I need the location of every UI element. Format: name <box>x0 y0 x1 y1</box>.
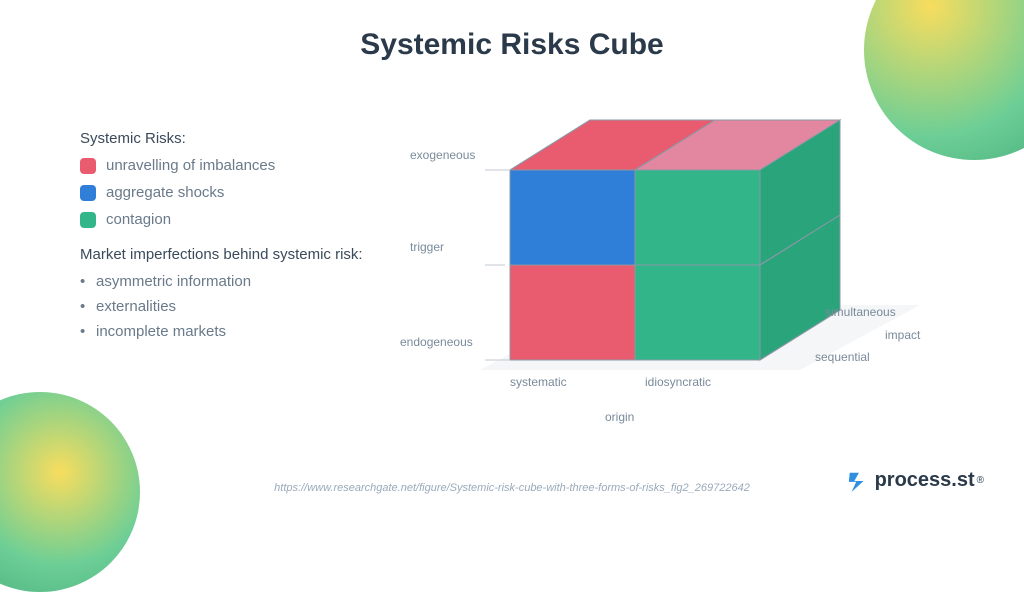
left-column: Systemic Risks: unravelling of imbalance… <box>80 130 380 348</box>
cube-svg <box>420 90 960 450</box>
cube-diagram: exogeneous trigger endogeneous systemati… <box>420 90 960 450</box>
brand-logo: process.st® <box>847 469 984 492</box>
legend-label: contagion <box>106 211 171 228</box>
axis-tick-simultaneous: simultaneous <box>825 305 896 319</box>
imperfection-item: incomplete markets <box>80 323 380 340</box>
axis-label-origin: origin <box>605 410 634 424</box>
legend-item: aggregate shocks <box>80 184 380 201</box>
axis-tick-systematic: systematic <box>510 375 567 389</box>
axis-label-impact: impact <box>885 328 920 342</box>
brand-text: process.st <box>875 469 975 492</box>
legend-swatch <box>80 158 96 174</box>
page-title: Systemic Risks Cube <box>0 28 1024 62</box>
legend-swatch <box>80 185 96 201</box>
imperfections-list: asymmetric information externalities incom… <box>80 273 380 340</box>
legend-swatch <box>80 212 96 228</box>
imperfection-item: asymmetric information <box>80 273 380 290</box>
brand-icon <box>847 470 869 492</box>
imperfection-item: externalities <box>80 298 380 315</box>
legend-heading: Systemic Risks: <box>80 130 380 147</box>
axis-tick-sequential: sequential <box>815 350 870 364</box>
legend-item: unravelling of imbalances <box>80 157 380 174</box>
axis-tick-exogeneous: exogeneous <box>410 148 475 162</box>
axis-tick-idiosyncratic: idiosyncratic <box>645 375 711 389</box>
imperfections-heading: Market imperfections behind systemic ris… <box>80 246 380 263</box>
legend-label: aggregate shocks <box>106 184 224 201</box>
legend-item: contagion <box>80 211 380 228</box>
axis-tick-endogeneous: endogeneous <box>400 335 473 349</box>
legend-list: unravelling of imbalances aggregate shock… <box>80 157 380 228</box>
brand-reg: ® <box>977 475 984 486</box>
axis-label-trigger: trigger <box>410 240 444 254</box>
legend-label: unravelling of imbalances <box>106 157 275 174</box>
imperfections-section: Market imperfections behind systemic ris… <box>80 246 380 340</box>
